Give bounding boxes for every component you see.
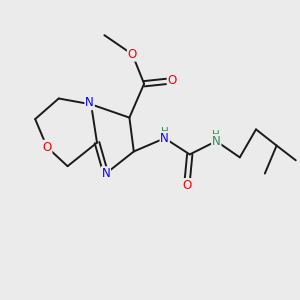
Text: N: N	[85, 96, 94, 110]
Text: N: N	[160, 132, 169, 145]
Text: O: O	[182, 179, 191, 192]
Text: H: H	[161, 127, 169, 137]
Text: O: O	[128, 48, 137, 61]
Text: N: N	[212, 135, 220, 148]
Text: O: O	[42, 141, 52, 154]
Text: N: N	[101, 167, 110, 180]
Text: O: O	[167, 74, 177, 87]
Text: H: H	[212, 130, 220, 140]
